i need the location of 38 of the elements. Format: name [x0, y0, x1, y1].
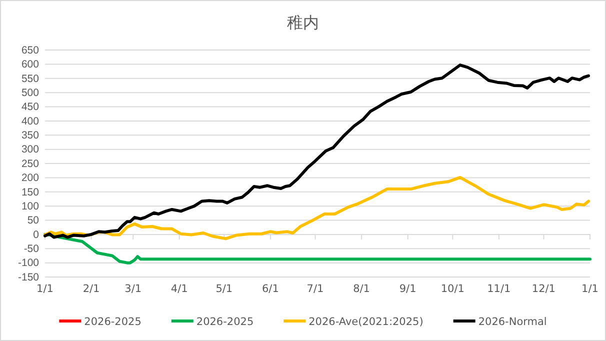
x-tick-label: 9/1: [399, 283, 416, 295]
chart-title: 稚内: [287, 13, 319, 32]
y-tick-label: 300: [21, 144, 40, 156]
y-tick-label: 50: [27, 214, 40, 227]
line-series: [44, 64, 590, 239]
y-tick-label: 0: [33, 228, 40, 241]
y-tick-label: -150: [18, 271, 40, 284]
y-tick-label: 200: [21, 172, 40, 184]
y-tick-label: -50: [24, 242, 40, 255]
y-tick-label: 450: [21, 101, 40, 114]
y-tick-label: 500: [21, 86, 40, 99]
legend-label: 2026-Ave(2021:2025): [308, 316, 424, 328]
x-tick-label: 3/1: [124, 283, 142, 295]
x-tick-label: 5/1: [216, 283, 233, 295]
y-tick-label: 550: [21, 72, 40, 85]
y-tick-label: 650: [21, 44, 40, 56]
y-tick-label: 100: [21, 200, 40, 212]
y-tick-label: 400: [21, 115, 40, 128]
x-tick-label: 12/1: [532, 283, 556, 295]
legend-label: 2026-2025: [84, 316, 142, 328]
y-tick-label: 250: [21, 158, 40, 170]
y-tick-label: 150: [21, 186, 40, 198]
legend-label: 2026-Normal: [478, 316, 547, 328]
x-tick-label: 8/1: [353, 283, 370, 295]
x-tick-label: 6/1: [262, 283, 279, 295]
x-tick-label: 1/1: [36, 283, 54, 295]
legend-label: 2026-2025: [196, 316, 254, 328]
line-series: [44, 176, 590, 240]
x-tick-label: 7/1: [306, 283, 324, 295]
x-tick-label: 10/1: [440, 283, 464, 295]
line-series: [44, 232, 592, 264]
y-tick-label: 600: [21, 58, 40, 71]
y-tick-label: -100: [18, 257, 40, 270]
x-tick-label: 4/1: [170, 283, 188, 295]
x-tick-label: 2/1: [82, 283, 100, 295]
x-tick-label: 1/1: [582, 283, 598, 295]
x-tick-label: 11/1: [487, 283, 511, 295]
y-tick-label: 350: [21, 129, 40, 142]
